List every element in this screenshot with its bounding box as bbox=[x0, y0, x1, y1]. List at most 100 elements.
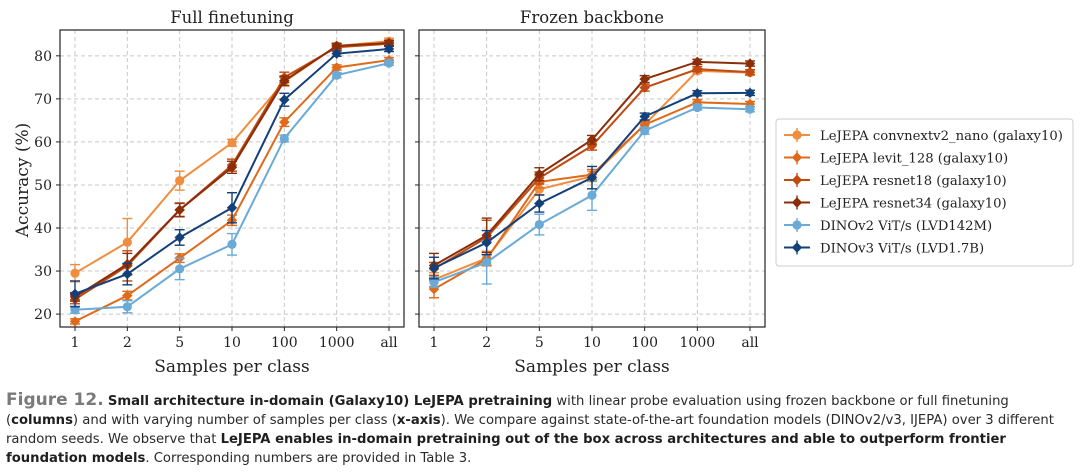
data-point bbox=[69, 316, 81, 327]
legend-label: DINOv3 ViT/s (LVD1.7B) bbox=[820, 242, 984, 257]
data-point bbox=[428, 283, 440, 295]
y-tick-label: 40 bbox=[34, 221, 52, 237]
legend: LeJEPA convnextv2_nano (galaxy10) LeJEPA … bbox=[775, 118, 1074, 267]
data-point bbox=[175, 264, 185, 274]
caption-bold-4: LeJEPA enables in-domain pretraining out… bbox=[6, 432, 1006, 466]
data-point bbox=[279, 75, 290, 86]
series-dinov3-vit-s-lvd1-7b bbox=[428, 87, 756, 280]
series-dinov2-vit-s-lvd142m bbox=[429, 102, 755, 289]
y-axis-label: Accuracy (%) bbox=[13, 123, 33, 238]
caption-bold-1: Small architecture in-domain (Galaxy10) … bbox=[107, 394, 553, 409]
data-point bbox=[744, 87, 756, 99]
data-point bbox=[692, 102, 702, 113]
data-point bbox=[174, 232, 185, 243]
data-point bbox=[692, 88, 703, 99]
series-dinov2-vit-s-lvd142m bbox=[70, 58, 394, 315]
legend-label: LeJEPA convnextv2_nano (galaxy10) bbox=[820, 129, 1063, 144]
data-point bbox=[331, 40, 342, 52]
data-point bbox=[226, 202, 238, 213]
y-tick-label: 20 bbox=[34, 307, 52, 323]
data-point bbox=[640, 126, 650, 136]
data-point bbox=[383, 37, 395, 49]
caption-text-2: ) and with varying number of samples per… bbox=[72, 413, 397, 428]
caption-text-1: with linear probe evaluation using froze… bbox=[6, 394, 1009, 428]
data-point bbox=[586, 140, 598, 151]
x-axis-label: Samples per class bbox=[514, 357, 669, 377]
x-tick-label: 1 bbox=[430, 335, 439, 351]
data-point bbox=[279, 116, 290, 128]
legend-entry-convnext: LeJEPA convnextv2_nano (galaxy10) bbox=[784, 128, 1063, 144]
figure-chart: 1 2 5 10 100 1000 all 20 30 40 50 60 70 80 Full finetu… bbox=[13, 8, 1074, 377]
legend-label: LeJEPA levit_128 (galaxy10) bbox=[820, 152, 1008, 167]
data-point bbox=[639, 111, 650, 122]
panel-title: Full finetuning bbox=[170, 8, 294, 27]
legend-entry-dinov3: DINOv3 ViT/s (LVD1.7B) bbox=[784, 240, 984, 257]
data-point bbox=[587, 190, 597, 200]
data-point bbox=[69, 288, 81, 300]
figure-caption: Figure 12. Small architecture in-domain … bbox=[6, 391, 1078, 468]
legend-marker bbox=[791, 197, 803, 208]
panel-frozen-backbone: 1 2 5 10 100 1000 all Frozen backbone Samples pe… bbox=[415, 8, 766, 377]
data-point bbox=[227, 239, 237, 249]
data-point bbox=[383, 43, 395, 55]
data-point bbox=[692, 63, 703, 75]
x-tick-label: all bbox=[380, 335, 398, 351]
data-point bbox=[226, 162, 238, 173]
data-point bbox=[744, 58, 756, 69]
x-tick-label: 1000 bbox=[680, 335, 716, 351]
data-point bbox=[639, 82, 650, 93]
legend-entry-levit: LeJEPA levit_128 (galaxy10) bbox=[784, 150, 1008, 167]
y-tick-label: 30 bbox=[34, 264, 52, 280]
data-point bbox=[745, 104, 755, 114]
data-point bbox=[692, 56, 703, 68]
panel-full-finetuning: 1 2 5 10 100 1000 all 20 30 40 50 60 70 80 Full finetu… bbox=[34, 8, 405, 377]
data-point bbox=[332, 70, 342, 80]
data-point bbox=[122, 268, 133, 280]
data-point bbox=[331, 62, 342, 73]
x-tick-label: 1000 bbox=[319, 335, 355, 351]
caption-text-3: ). We compare against state-of-the-art f… bbox=[6, 413, 1054, 447]
data-point bbox=[174, 204, 185, 216]
caption-figure-label: Figure 12. bbox=[6, 390, 104, 410]
y-tick-label: 60 bbox=[34, 135, 52, 151]
caption-bold-3: x-axis bbox=[396, 413, 441, 428]
x-tick-label: 100 bbox=[271, 335, 298, 351]
x-tick-label: 10 bbox=[223, 335, 241, 351]
data-point bbox=[481, 237, 492, 248]
y-tick-label: 80 bbox=[34, 49, 52, 65]
legend-marker bbox=[792, 130, 802, 140]
legend-box bbox=[775, 118, 1074, 267]
data-point bbox=[534, 219, 544, 230]
legend-marker bbox=[791, 152, 803, 163]
legend-label: LeJEPA resnet18 (galaxy10) bbox=[820, 174, 1007, 189]
x-tick-label: 1 bbox=[71, 335, 80, 351]
data-point bbox=[70, 305, 80, 315]
data-point bbox=[122, 290, 133, 301]
legend-label: LeJEPA resnet34 (galaxy10) bbox=[820, 197, 1007, 212]
legend-marker bbox=[791, 242, 803, 253]
data-point bbox=[279, 133, 289, 144]
x-tick-label: all bbox=[741, 335, 759, 351]
x-tick-label: 2 bbox=[482, 335, 491, 351]
data-point bbox=[692, 97, 703, 108]
x-tick-label: 5 bbox=[535, 335, 544, 351]
panel-title: Frozen backbone bbox=[520, 8, 664, 27]
series-dinov3-vit-s-lvd1-7b bbox=[69, 43, 395, 308]
y-tick-label: 70 bbox=[34, 92, 52, 108]
data-point bbox=[428, 262, 440, 274]
legend-marker bbox=[791, 174, 803, 186]
data-point bbox=[122, 237, 132, 247]
caption-bold-2: columns bbox=[11, 413, 73, 428]
x-tick-label: 2 bbox=[123, 335, 132, 351]
data-point bbox=[384, 58, 394, 68]
data-point bbox=[586, 172, 598, 183]
data-point bbox=[331, 48, 342, 59]
data-point bbox=[122, 302, 132, 312]
legend-label: DINOv2 ViT/s (LVD142M) bbox=[820, 219, 992, 234]
data-point bbox=[227, 138, 237, 148]
data-point bbox=[639, 73, 650, 85]
data-point bbox=[429, 277, 439, 287]
data-point bbox=[482, 257, 492, 268]
x-axis-label: Samples per class bbox=[154, 357, 309, 377]
caption-text-4: . Corresponding numbers are provided in … bbox=[145, 451, 472, 466]
